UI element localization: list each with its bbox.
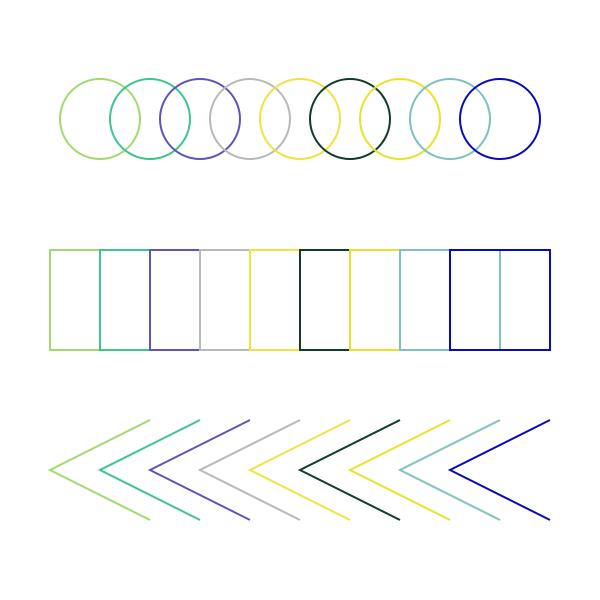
chevron-outline-6 bbox=[297, 419, 401, 521]
chevron-outline-1 bbox=[47, 419, 151, 521]
circle-outline-6 bbox=[309, 78, 391, 160]
chevron-outline-3 bbox=[147, 419, 251, 521]
circle-outline-2 bbox=[109, 78, 191, 160]
circle-outline-7 bbox=[359, 78, 441, 160]
circle-outline-1 bbox=[59, 78, 141, 160]
circle-outline-3 bbox=[159, 78, 241, 160]
chevron-row bbox=[47, 419, 551, 521]
circle-outline-5 bbox=[259, 78, 341, 160]
chevron-outline-5 bbox=[247, 419, 351, 521]
rectangle-row bbox=[49, 249, 551, 351]
chevron-outline-9 bbox=[447, 419, 551, 521]
circle-outline-9 bbox=[459, 78, 541, 160]
circle-outline-8 bbox=[409, 78, 491, 160]
circle-row bbox=[59, 78, 541, 160]
chevron-outline-4 bbox=[197, 419, 301, 521]
chevron-outline-2 bbox=[97, 419, 201, 521]
circle-outline-4 bbox=[209, 78, 291, 160]
chevron-outline-8 bbox=[397, 419, 501, 521]
chevron-outline-7 bbox=[347, 419, 451, 521]
rectangle-outline-9 bbox=[449, 249, 551, 351]
